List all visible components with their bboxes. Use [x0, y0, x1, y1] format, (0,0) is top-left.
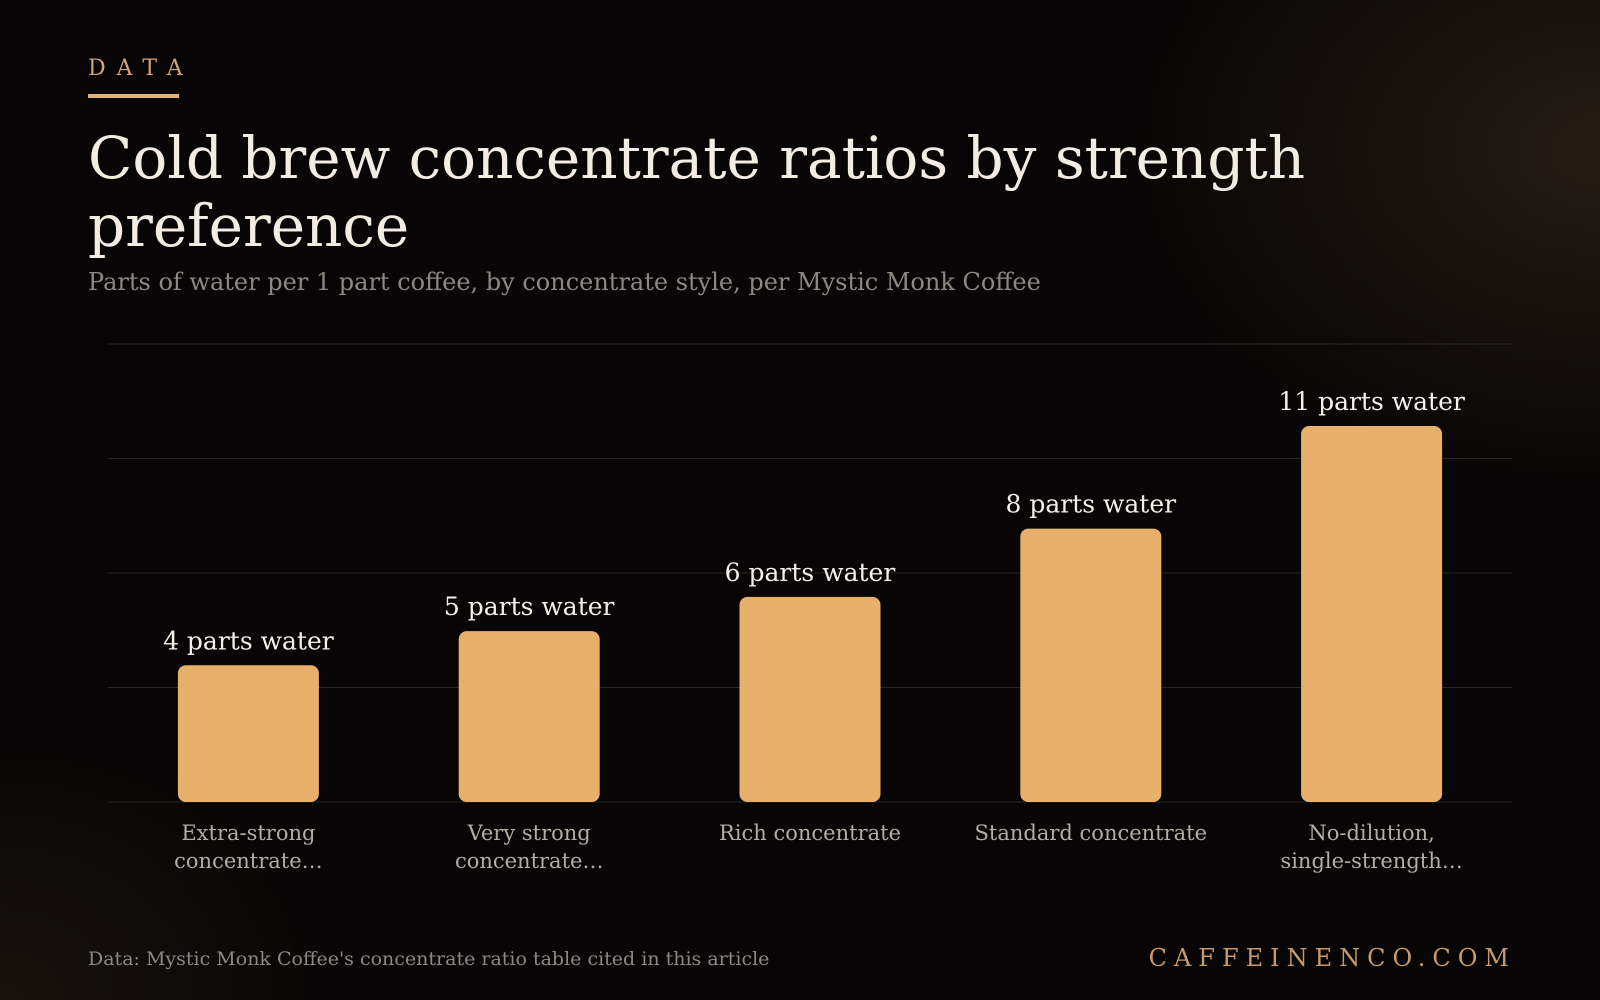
- category-label: concentrate…: [455, 849, 604, 873]
- bar-value-label: 5 parts water: [444, 592, 615, 621]
- eyebrow-underline: [88, 94, 179, 98]
- bar: [1301, 426, 1443, 802]
- chart-subtitle: Parts of water per 1 part coffee, by con…: [88, 268, 1041, 296]
- bar: [1020, 528, 1162, 802]
- bar-value-label: 6 parts water: [725, 558, 896, 587]
- bar: [739, 596, 881, 802]
- data-source-note: Data: Mystic Monk Coffee's concentrate r…: [88, 948, 770, 970]
- bar: [177, 665, 319, 802]
- category-label: Rich concentrate: [719, 821, 901, 845]
- chart-title: Cold brew concentrate ratios by strength…: [88, 124, 1306, 260]
- category-label: Standard concentrate: [975, 821, 1208, 845]
- category-label: Very strong: [467, 821, 591, 845]
- bar: [458, 631, 600, 802]
- category-label: concentrate…: [174, 849, 323, 873]
- category-label: No-dilution,: [1308, 821, 1435, 845]
- bar-value-label: 4 parts water: [163, 626, 334, 655]
- brand-wordmark: CAFFEINENCO.COM: [1148, 944, 1516, 972]
- category-label: single-strength…: [1280, 849, 1462, 873]
- category-label: Extra-strong: [181, 821, 315, 845]
- bar-value-label: 8 parts water: [1005, 490, 1176, 519]
- bar-value-label: 11 parts water: [1278, 387, 1465, 416]
- section-eyebrow: DATA: [88, 56, 194, 81]
